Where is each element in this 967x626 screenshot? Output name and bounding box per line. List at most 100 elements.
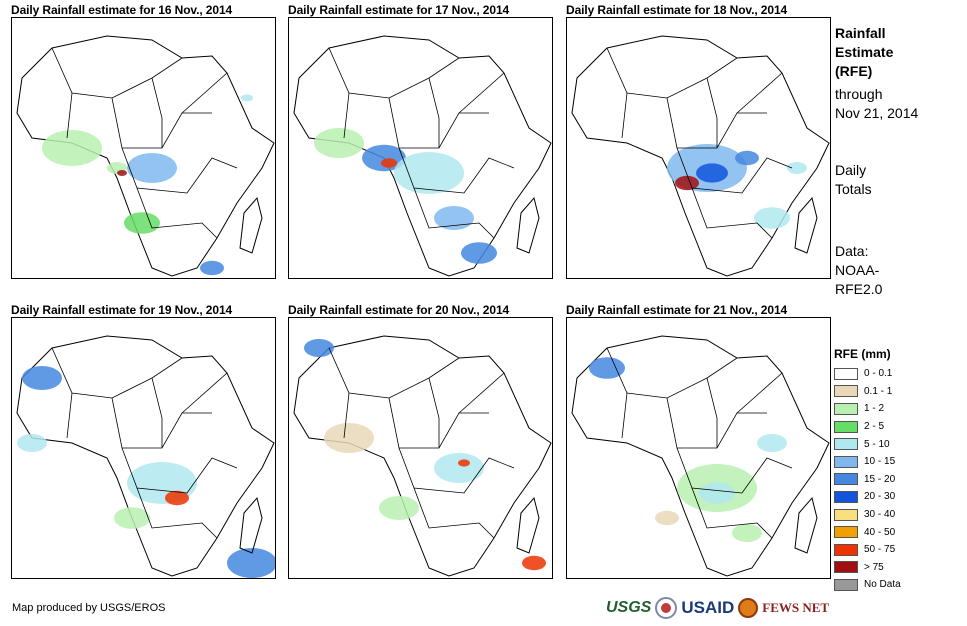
rainfall-area — [324, 423, 374, 453]
country-border — [66, 92, 73, 139]
rainfall-area — [22, 366, 62, 390]
country-border — [706, 77, 718, 148]
through-date-value: Nov 21, 2014 — [835, 105, 919, 121]
totals-line: Daily — [835, 162, 867, 178]
rainfall-area — [754, 207, 790, 229]
madagascar-coastline — [239, 196, 263, 254]
legend-title: RFE (mm) — [834, 347, 891, 361]
country-border — [413, 187, 495, 239]
legend-label: 1 - 2 — [864, 403, 885, 415]
rainfall-area — [394, 152, 464, 194]
data-source-line: Data: — [835, 243, 869, 259]
legend-label: 2 - 5 — [864, 421, 885, 433]
data-source-line: NOAA- — [835, 262, 880, 278]
product-title-line: Rainfall — [835, 25, 886, 41]
country-border — [691, 487, 773, 539]
legend-label: 30 - 40 — [864, 509, 896, 521]
country-border — [458, 72, 505, 114]
legend-label: 15 - 20 — [864, 473, 896, 485]
country-border — [66, 392, 73, 439]
totals-line: Totals — [835, 181, 872, 197]
legend-item: 30 - 40 — [834, 506, 901, 524]
usaid-seal-icon — [655, 597, 678, 619]
panel-title: Daily Rainfall estimate for 17 Nov., 201… — [288, 3, 510, 17]
fewsnet-logo: FEWS NET — [762, 600, 830, 615]
legend-item: 0 - 0.1 — [834, 365, 901, 383]
madagascar-coastline — [794, 196, 818, 254]
country-border — [428, 377, 440, 448]
country-border — [121, 147, 238, 194]
rainfall-area — [200, 260, 224, 276]
country-border — [691, 187, 773, 239]
legend-swatch — [834, 526, 858, 539]
rainfall-area — [732, 524, 762, 542]
rainfall-area — [314, 128, 364, 158]
africa-rainfall-map — [288, 17, 553, 279]
country-border — [676, 147, 793, 194]
data-source: Data: NOAA- RFE2.0 — [835, 242, 882, 299]
country-border — [413, 487, 495, 539]
legend-swatch — [834, 473, 858, 486]
panel-title: Daily Rainfall estimate for 20 Nov., 201… — [288, 303, 510, 317]
rainfall-area — [589, 357, 625, 379]
panel-title: Daily Rainfall estimate for 21 Nov., 201… — [566, 303, 788, 317]
rainfall-area — [675, 175, 699, 191]
legend-label: 5 - 10 — [864, 438, 890, 450]
rainfall-area — [696, 163, 728, 183]
rainfall-area — [434, 453, 484, 483]
country-border — [398, 447, 515, 494]
map-panel-17-nov: Daily Rainfall estimate for 17 Nov., 201… — [288, 3, 553, 279]
map-panel-20-nov: Daily Rainfall estimate for 20 Nov., 201… — [288, 303, 553, 579]
rainfall-area — [458, 459, 470, 467]
rainfall-area — [227, 548, 275, 578]
rainfall-area — [124, 212, 160, 234]
rainfall-area — [42, 130, 102, 166]
country-border — [343, 92, 350, 139]
rainfall-area — [699, 482, 735, 504]
rainfall-area — [655, 510, 679, 526]
africa-coastline — [16, 335, 275, 577]
legend-item: 0.1 - 1 — [834, 383, 901, 401]
legend-item: 20 - 30 — [834, 488, 901, 506]
rainfall-area — [304, 339, 334, 357]
madagascar-coastline — [794, 496, 818, 554]
legend-swatch — [834, 455, 858, 468]
country-border — [621, 392, 628, 439]
legend-item: 50 - 75 — [834, 541, 901, 559]
country-border — [136, 487, 218, 539]
country-border — [121, 447, 238, 494]
legend-swatch — [834, 385, 858, 398]
totals-label: Daily Totals — [835, 161, 872, 199]
rainfall-area — [114, 507, 150, 529]
rainfall-area — [241, 94, 253, 102]
country-border — [398, 147, 515, 194]
africa-rainfall-map — [11, 17, 276, 279]
rainfall-area — [117, 170, 127, 176]
rainfall-area — [735, 150, 759, 166]
country-border — [151, 377, 163, 448]
legend-label: 0 - 0.1 — [864, 368, 893, 380]
rainfall-area — [787, 162, 807, 174]
rainfall-area — [434, 206, 474, 230]
legend-label: 50 - 75 — [864, 544, 896, 556]
legend-item: 15 - 20 — [834, 471, 901, 489]
usgs-logo: USGS — [606, 599, 652, 616]
country-border — [621, 92, 628, 139]
legend-label: 10 - 15 — [864, 456, 896, 468]
through-label: through — [835, 86, 883, 102]
legend-swatch — [834, 490, 858, 503]
country-border — [736, 72, 783, 114]
map-panel-21-nov: Daily Rainfall estimate for 21 Nov., 201… — [566, 303, 831, 579]
madagascar-coastline — [239, 496, 263, 554]
credit-text: Map produced by USGS/EROS — [12, 602, 166, 614]
legend-swatch — [834, 508, 858, 521]
country-border — [706, 377, 718, 448]
country-border — [428, 77, 440, 148]
rainfall-area — [461, 242, 497, 264]
map-panel-18-nov: Daily Rainfall estimate for 18 Nov., 201… — [566, 3, 831, 279]
through-date: through Nov 21, 2014 — [835, 85, 918, 123]
rainfall-area — [522, 555, 546, 571]
africa-rainfall-map — [566, 17, 831, 279]
panel-title: Daily Rainfall estimate for 16 Nov., 201… — [11, 3, 233, 17]
rainfall-area — [757, 434, 787, 452]
